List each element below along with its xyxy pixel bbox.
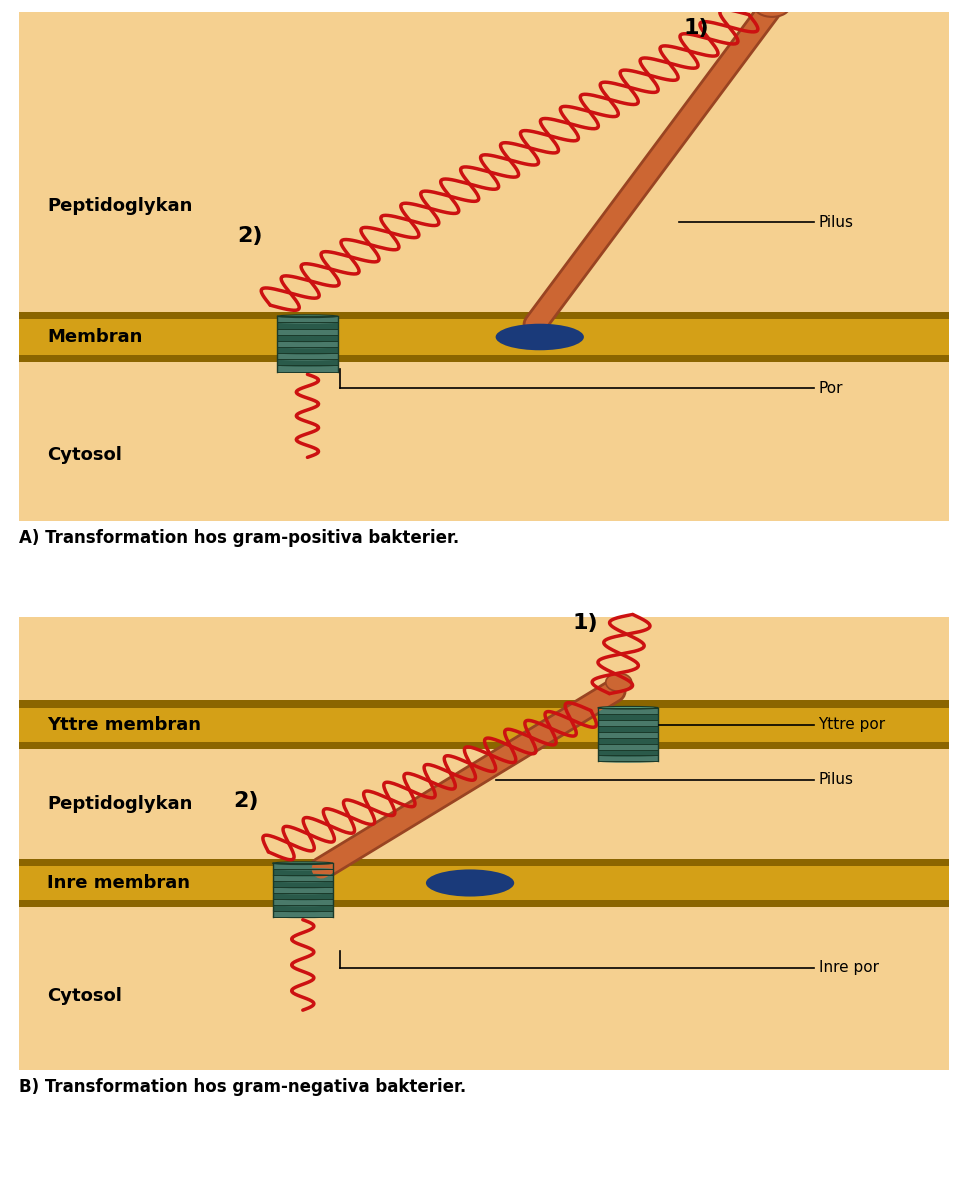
Ellipse shape — [598, 707, 658, 709]
Bar — [19, 319, 949, 355]
Text: 1): 1) — [683, 18, 710, 38]
Ellipse shape — [273, 903, 333, 907]
Text: Por: Por — [819, 381, 843, 396]
Bar — [273, 898, 333, 904]
Bar — [19, 618, 949, 1070]
Ellipse shape — [754, 0, 790, 17]
Ellipse shape — [277, 352, 338, 355]
Ellipse shape — [496, 324, 584, 350]
Ellipse shape — [598, 754, 658, 757]
Ellipse shape — [273, 891, 333, 895]
Bar — [277, 359, 338, 365]
Ellipse shape — [277, 327, 338, 330]
Ellipse shape — [598, 725, 658, 727]
Text: Cytosol: Cytosol — [47, 445, 122, 464]
Bar — [277, 322, 338, 328]
Text: Pilus: Pilus — [819, 772, 854, 788]
Bar — [273, 887, 333, 892]
Bar — [598, 732, 658, 738]
Bar — [598, 726, 658, 732]
Ellipse shape — [277, 321, 338, 324]
Bar — [277, 317, 338, 322]
Bar — [273, 892, 333, 898]
Ellipse shape — [598, 743, 658, 745]
Bar — [277, 365, 338, 371]
Text: Inre por: Inre por — [819, 960, 879, 976]
Text: Yttre membran: Yttre membran — [47, 715, 201, 734]
Text: Pilus: Pilus — [819, 214, 854, 230]
Ellipse shape — [273, 915, 333, 919]
Bar — [598, 750, 658, 756]
Ellipse shape — [598, 749, 658, 751]
Bar — [273, 881, 333, 887]
Ellipse shape — [598, 760, 658, 763]
Ellipse shape — [598, 713, 658, 715]
Text: A) Transformation hos gram-positiva bakterier.: A) Transformation hos gram-positiva bakt… — [19, 530, 460, 547]
Ellipse shape — [277, 339, 338, 343]
Text: Peptidoglykan: Peptidoglykan — [47, 795, 193, 813]
Text: Cytosol: Cytosol — [47, 987, 122, 1006]
Ellipse shape — [598, 719, 658, 721]
Ellipse shape — [273, 909, 333, 913]
Bar — [598, 756, 658, 762]
Text: 2): 2) — [238, 226, 263, 245]
Bar — [273, 869, 333, 875]
Ellipse shape — [598, 731, 658, 733]
Bar — [273, 904, 333, 910]
Bar — [277, 353, 338, 359]
Ellipse shape — [277, 345, 338, 349]
Ellipse shape — [277, 333, 338, 336]
Bar — [19, 312, 949, 319]
Ellipse shape — [277, 364, 338, 367]
Ellipse shape — [606, 674, 632, 691]
Text: 2): 2) — [233, 790, 258, 810]
Bar — [598, 708, 658, 714]
Bar — [19, 708, 949, 741]
Bar — [19, 900, 949, 907]
Text: Membran: Membran — [47, 328, 142, 346]
Bar — [273, 910, 333, 916]
Bar — [273, 863, 333, 869]
Ellipse shape — [273, 868, 333, 871]
Ellipse shape — [598, 737, 658, 739]
Bar — [19, 866, 949, 900]
Ellipse shape — [273, 885, 333, 889]
Ellipse shape — [426, 870, 514, 896]
Bar — [598, 738, 658, 744]
Bar — [19, 859, 949, 866]
Ellipse shape — [273, 873, 333, 877]
Bar — [277, 347, 338, 353]
Ellipse shape — [273, 862, 333, 865]
Text: Inre membran: Inre membran — [47, 873, 191, 892]
Bar — [277, 340, 338, 347]
Ellipse shape — [277, 358, 338, 361]
Ellipse shape — [277, 370, 338, 372]
Bar — [277, 334, 338, 340]
Text: B) Transformation hos gram-negativa bakterier.: B) Transformation hos gram-negativa bakt… — [19, 1078, 467, 1096]
Bar — [19, 355, 949, 362]
Bar — [19, 701, 949, 708]
Bar — [598, 714, 658, 720]
Bar — [273, 875, 333, 881]
Bar — [598, 744, 658, 750]
Ellipse shape — [277, 315, 338, 318]
Bar — [277, 328, 338, 334]
Text: Yttre por: Yttre por — [819, 718, 886, 732]
Bar — [598, 720, 658, 726]
Bar — [19, 741, 949, 749]
Text: Peptidoglykan: Peptidoglykan — [47, 196, 193, 214]
Text: 1): 1) — [572, 613, 598, 633]
Ellipse shape — [273, 897, 333, 901]
Ellipse shape — [273, 879, 333, 883]
